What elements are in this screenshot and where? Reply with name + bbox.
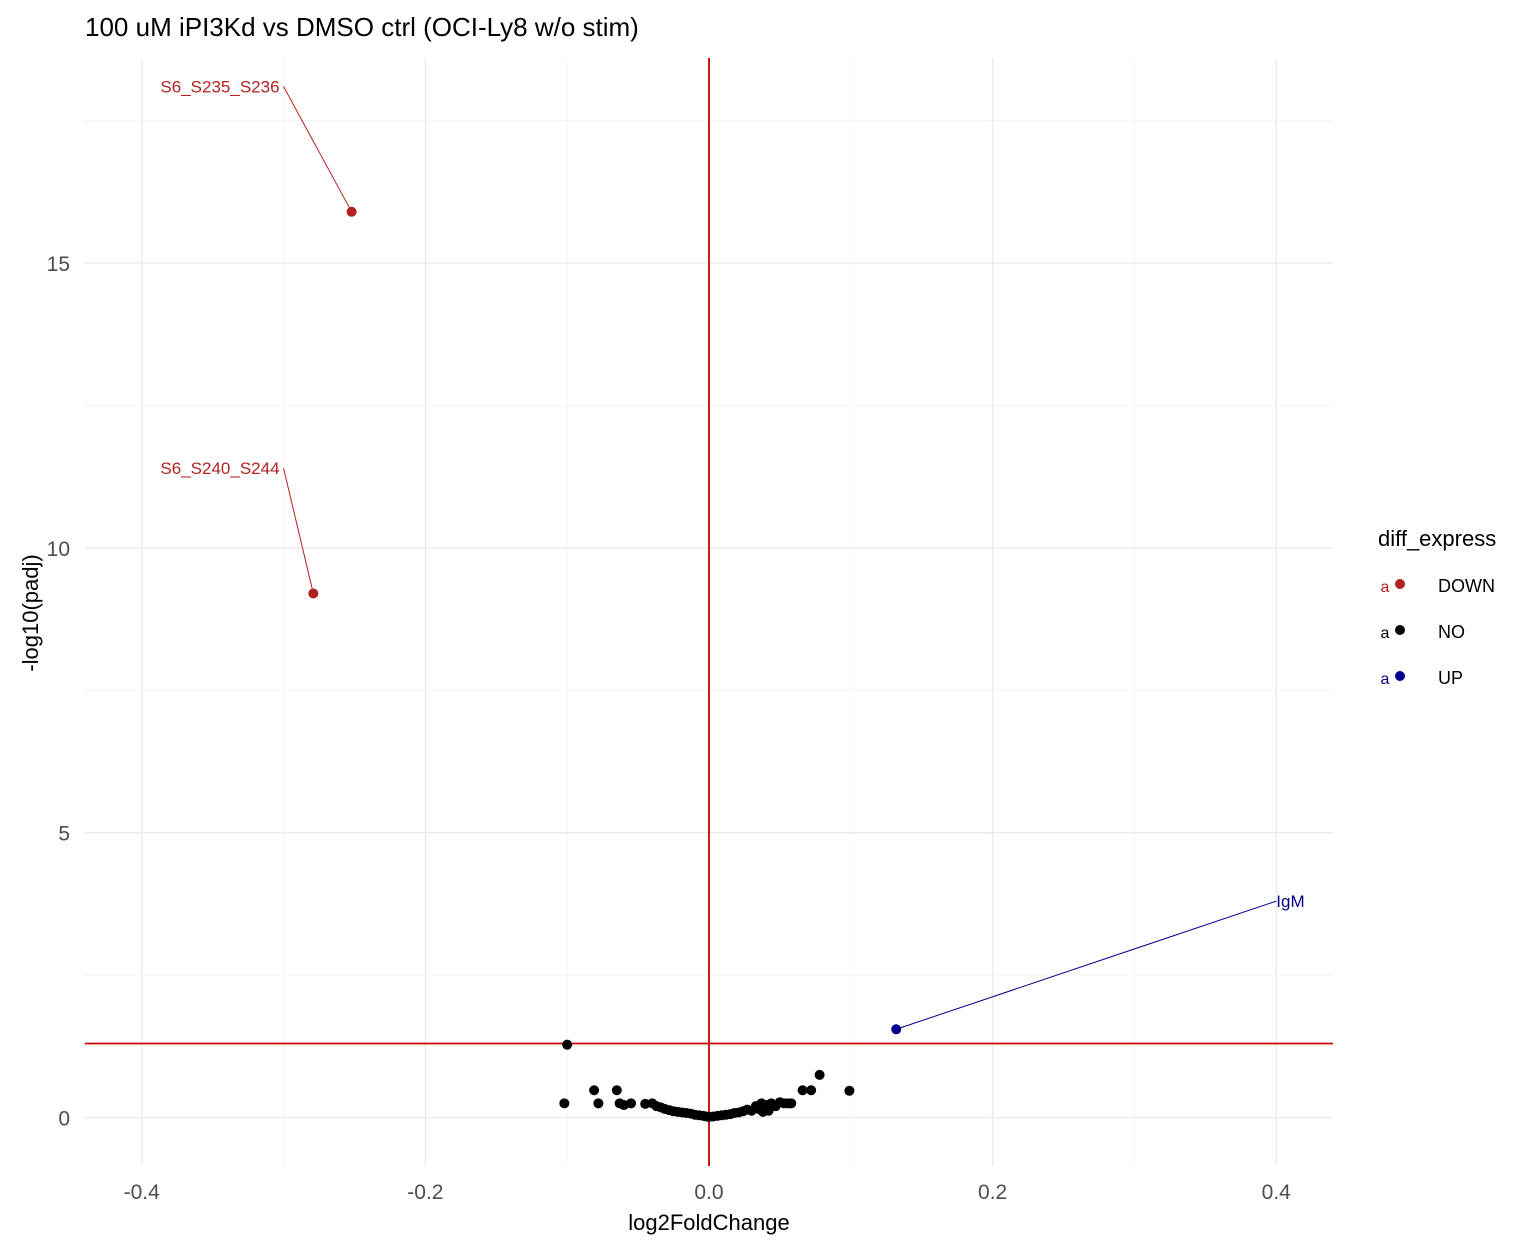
threshold-lines [85, 58, 1333, 1166]
label-leader-line [283, 468, 314, 594]
data-point-no [786, 1098, 797, 1109]
point-label: IgM [1276, 892, 1304, 911]
label-leader-line [283, 86, 353, 213]
data-point-no [589, 1085, 600, 1096]
legend-label-no: NO [1438, 622, 1465, 642]
legend-key-point [1395, 671, 1405, 681]
data-point-no [844, 1085, 855, 1096]
x-tick-label: -0.4 [124, 1181, 161, 1204]
legend-label-up: UP [1438, 668, 1463, 688]
chart-title: 100 uM iPI3Kd vs DMSO ctrl (OCI-Ly8 w/o … [85, 12, 639, 42]
data-point-no [562, 1039, 573, 1050]
x-tick-label: 0.2 [978, 1181, 1007, 1204]
x-tick-label: 0.0 [694, 1181, 723, 1204]
legend-key-point [1395, 625, 1405, 635]
legend: diff_express a DOWN a NO a UP [1378, 526, 1496, 688]
data-point-no [814, 1069, 825, 1080]
data-point-no [593, 1098, 604, 1109]
data-point-no [797, 1085, 808, 1096]
legend-key-glyph: a [1381, 671, 1390, 688]
x-axis-ticks: -0.4 -0.2 0.0 0.2 0.4 [124, 1181, 1292, 1204]
y-tick-label: 0 [58, 1108, 70, 1131]
data-point-no [611, 1085, 622, 1096]
x-axis-title: log2FoldChange [628, 1210, 789, 1235]
y-tick-label: 10 [47, 538, 70, 561]
legend-key-glyph: a [1381, 625, 1390, 642]
x-tick-label: -0.2 [407, 1181, 443, 1204]
data-points [308, 206, 902, 1123]
y-tick-label: 5 [58, 823, 70, 846]
legend-key-glyph: a [1381, 579, 1390, 596]
legend-title: diff_express [1378, 526, 1496, 551]
point-label: S6_S240_S244 [160, 459, 279, 478]
label-leader-line [896, 900, 1277, 1030]
point-labels: S6_S235_S236 S6_S240_S244 IgM [160, 77, 1305, 1030]
y-axis-title: -log10(padj) [18, 554, 43, 671]
y-tick-label: 15 [47, 253, 70, 276]
legend-label-down: DOWN [1438, 576, 1495, 596]
data-point-no [626, 1098, 636, 1109]
data-point-no [806, 1085, 817, 1096]
data-point-no [559, 1098, 570, 1109]
point-label: S6_S235_S236 [160, 77, 279, 96]
legend-key-point [1395, 579, 1405, 589]
x-tick-label: 0.4 [1262, 1181, 1292, 1204]
y-axis-ticks: 0 5 10 15 [47, 253, 70, 1130]
